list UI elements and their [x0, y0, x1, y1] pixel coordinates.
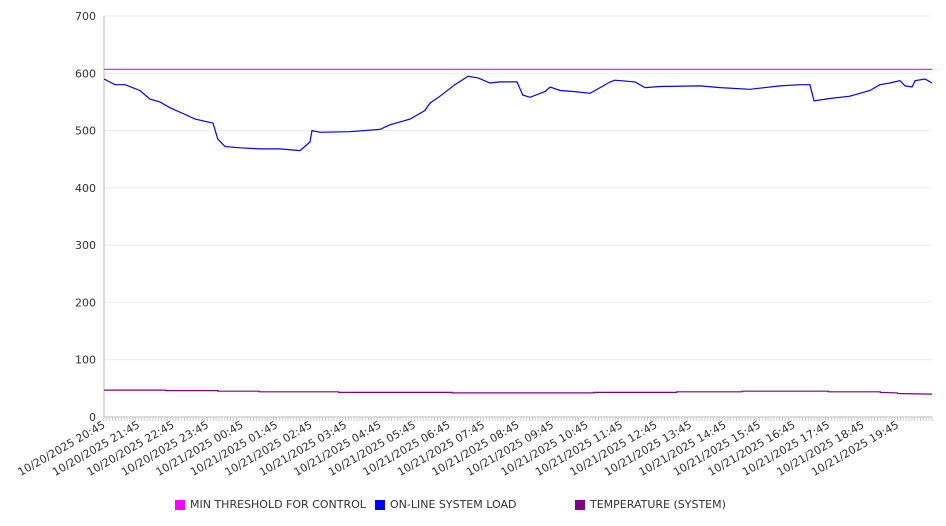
legend-item-temperature[interactable]: TEMPERATURE (SYSTEM)	[575, 498, 726, 511]
legend-label: MIN THRESHOLD FOR CONTROL	[190, 498, 366, 511]
y-axis: 0 100 200 300 400 500 600 700	[75, 10, 105, 424]
legend-swatch	[175, 499, 185, 510]
system-load-line	[103, 75, 933, 152]
legend-label: TEMPERATURE (SYSTEM)	[590, 498, 726, 511]
temperature-line	[104, 389, 933, 395]
y-tick-label: 400	[75, 182, 96, 195]
y-tick-label: 600	[75, 67, 96, 80]
line-chart: 0 100 200 300 400 500 600 700 10/20/2025 20:451…	[16, 10, 933, 479]
legend-swatch	[575, 499, 585, 510]
legend-item-threshold[interactable]: MIN THRESHOLD FOR CONTROL	[175, 498, 366, 511]
y-tick-label: 300	[75, 239, 96, 252]
y-tick-label: 500	[75, 125, 96, 138]
legend: MIN THRESHOLD FOR CONTROL ON-LINE SYSTEM…	[0, 498, 946, 514]
y-tick-label: 200	[75, 296, 96, 309]
series-lines	[103, 68, 933, 395]
y-tick-label: 700	[75, 10, 96, 23]
legend-swatch	[375, 499, 385, 510]
y-tick-label: 0	[89, 411, 96, 424]
y-tick-label: 100	[75, 354, 96, 367]
grid	[104, 15, 932, 361]
legend-item-load[interactable]: ON-LINE SYSTEM LOAD	[375, 498, 516, 511]
legend-label: ON-LINE SYSTEM LOAD	[390, 498, 517, 511]
